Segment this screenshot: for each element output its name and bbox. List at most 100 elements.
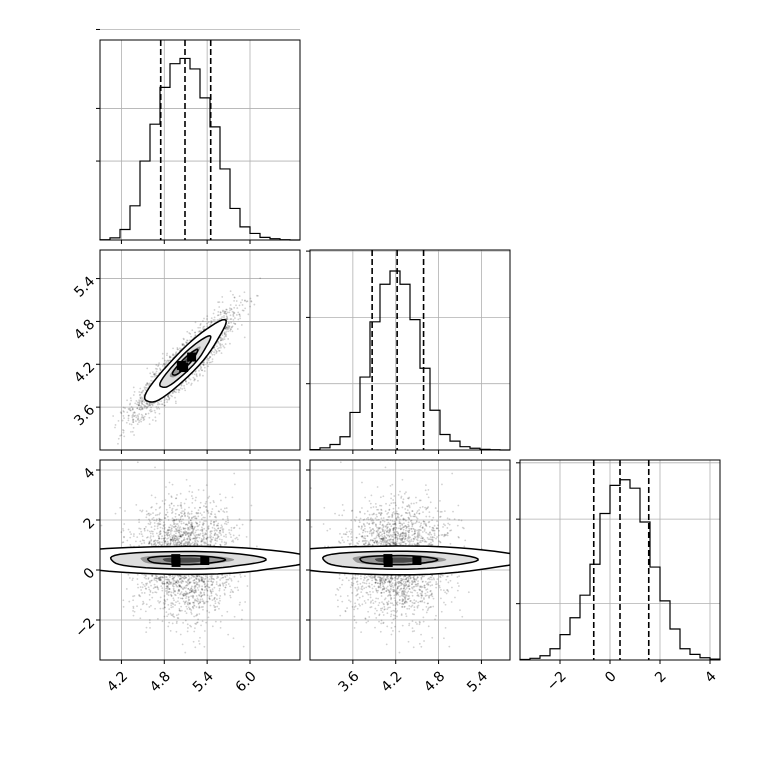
sample-point [190,517,193,520]
sample-point [169,541,172,543]
sample-point [176,508,178,511]
sample-point [214,608,217,611]
sample-point [150,402,153,405]
sample-point [172,347,174,350]
sample-point [190,524,193,527]
sample-point [176,530,179,533]
sample-point [209,522,212,525]
sample-point [181,576,184,579]
sample-point [200,578,203,581]
sample-point [194,525,196,528]
sample-point [193,534,196,537]
sample-point [241,609,244,612]
sample-point [194,584,196,587]
sample-point [154,372,157,375]
sample-point [148,518,150,521]
sample-point [158,531,161,534]
sample-point [222,309,224,312]
sample-point [193,537,196,540]
sample-point [143,387,146,390]
sample-point [209,531,212,533]
sample-point [158,367,161,370]
sample-point [175,519,178,521]
sample-point [184,580,187,583]
sample-point [180,542,182,545]
sample-point [188,516,190,519]
sample-point [196,525,199,528]
sample-point [144,574,147,577]
sample-point [144,386,147,389]
sample-point [168,481,171,484]
sample-point [250,504,253,507]
sample-point [201,369,204,372]
sample-point [154,591,157,594]
sample-point [188,536,191,539]
sample-point [165,576,167,578]
sample-point [167,544,170,547]
sample-point [168,504,171,507]
sample-point [161,500,164,502]
sample-point [185,380,187,383]
sample-point [209,512,212,515]
sample-point [165,587,167,590]
sample-point [196,522,198,525]
sample-point [168,534,170,536]
sample-point [138,391,141,393]
sample-point [157,534,160,537]
sample-point [190,495,193,497]
sample-point [174,590,177,593]
sample-point [183,384,185,387]
sample-point [218,346,221,349]
hist-panel-3 [516,459,721,661]
sample-point [130,423,133,426]
sample-point [180,591,183,593]
sample-point [159,578,162,581]
sample-point [202,489,205,492]
sample-point [204,541,207,544]
sample-point [233,615,236,618]
sample-point [180,542,182,545]
sample-point [191,594,194,597]
sample-point [191,541,194,544]
sample-point [149,536,152,539]
sample-point [188,540,191,543]
sample-point [163,606,166,608]
sample-point [219,339,222,342]
sample-point [209,590,212,593]
sample-point [117,419,120,422]
sample-point [211,581,214,584]
sample-point [183,513,186,516]
sample-point [136,578,139,580]
sample-point [194,591,197,594]
sample-point [180,528,183,531]
sample-point [207,616,210,619]
sample-point [234,586,236,589]
sample-point [202,364,205,367]
sample-point [140,416,143,419]
sample-point [230,529,233,532]
sample-point [208,356,211,359]
sample-point [226,578,229,581]
sample-point [187,579,190,582]
sample-point [180,383,183,386]
sample-point [188,592,191,594]
sample-point [139,397,142,400]
sample-point [167,360,170,362]
sample-point [159,506,162,508]
sample-point [120,531,123,534]
sample-point [186,339,188,342]
sample-point [138,518,140,521]
sample-point [166,615,169,618]
sample-point [135,400,138,402]
sample-point [227,327,229,329]
sample-point [203,580,206,583]
sample-point [155,370,158,373]
sample-point [200,580,203,582]
sample-point [101,450,103,452]
sample-point [156,585,159,588]
sample-point [195,583,198,586]
sample-point [223,346,226,349]
sample-point [225,584,228,586]
sample-point [206,576,209,579]
sample-point [178,608,181,610]
